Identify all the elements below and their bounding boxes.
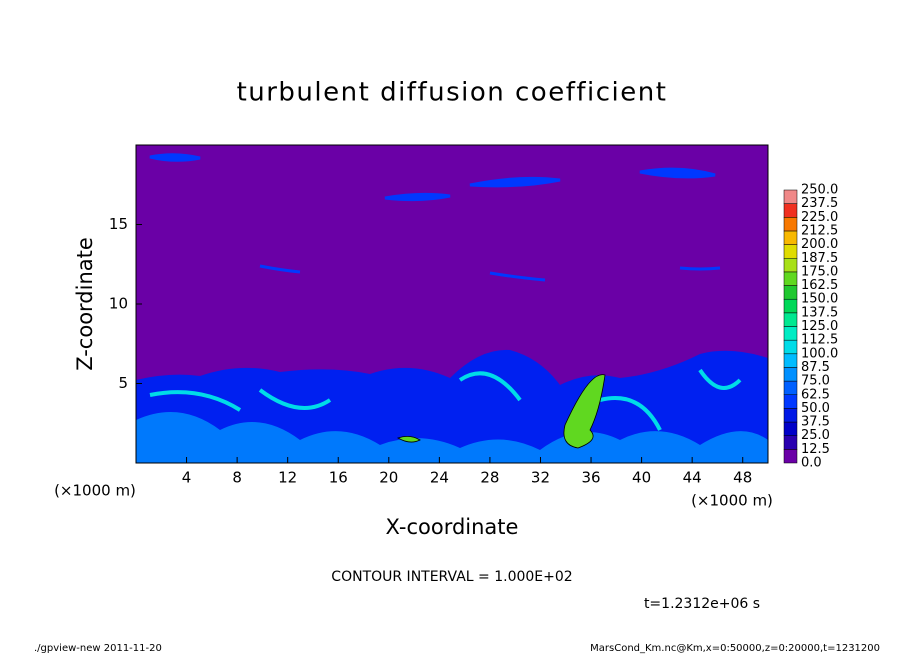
colorbar-band <box>783 326 798 341</box>
colorbar-label: 212.5 <box>801 223 838 238</box>
colorbar-label: 12.5 <box>801 442 830 457</box>
colorbar-label: 37.5 <box>801 415 830 430</box>
colorbar-band <box>783 203 798 218</box>
colorbar-band <box>783 408 798 423</box>
x-axis-label: X-coordinate <box>386 515 519 539</box>
colorbar-label: 162.5 <box>801 278 838 293</box>
field-shape <box>563 374 606 449</box>
colorbar-band <box>783 217 798 232</box>
colorbar-label: 87.5 <box>801 360 830 375</box>
colorbar-label: 125.0 <box>801 319 838 334</box>
colorbar-band <box>783 394 798 409</box>
field-shape <box>136 349 768 463</box>
footer-left: ./gpview-new 2011-11-20 <box>34 643 162 654</box>
field-shape <box>136 412 768 463</box>
colorbar-band <box>783 421 798 436</box>
x-tick-label: 24 <box>430 469 449 487</box>
colorbar-band <box>783 367 798 382</box>
y-unit: (×1000 m) <box>691 492 773 510</box>
colorbar-band <box>783 380 798 396</box>
x-tick-label: 40 <box>632 469 651 487</box>
colorbar-label: 225.0 <box>801 210 838 225</box>
x-tick-label: 4 <box>182 469 192 487</box>
field <box>136 145 768 463</box>
colorbar-band <box>783 353 798 368</box>
colorbar-band <box>783 312 798 327</box>
colorbar-label: 200.0 <box>801 237 838 252</box>
colorbar-band <box>783 189 798 204</box>
colorbar-label: 175.0 <box>801 264 838 279</box>
y-axis-label: Z-coordinate <box>73 237 97 371</box>
colorbar-band <box>783 339 798 355</box>
x-tick-label: 36 <box>581 469 600 487</box>
contour-interval: CONTOUR INTERVAL = 1.000E+02 <box>331 569 572 585</box>
colorbar-band <box>783 449 798 464</box>
colorbar-band <box>783 258 798 273</box>
colorbar-band <box>783 298 798 314</box>
footer-right: MarsCond_Km.nc@Km,x=0:50000,z=0:20000,t=… <box>590 643 880 654</box>
colorbar-band <box>783 285 798 300</box>
chart-title: turbulent diffusion coefficient <box>237 78 668 108</box>
colorbar-label: 100.0 <box>801 346 838 361</box>
x-tick-label: 32 <box>531 469 550 487</box>
time-label: t=1.2312e+06 s <box>644 596 760 612</box>
x-tick-label: 16 <box>329 469 348 487</box>
colorbar-label: 0.0 <box>801 456 822 471</box>
x-tick-label: 28 <box>480 469 499 487</box>
field-shape <box>149 153 721 282</box>
colorbar-label: 150.0 <box>801 292 838 307</box>
x-tick-label: 48 <box>733 469 752 487</box>
x-tick-label: 8 <box>232 469 242 487</box>
colorbar-band <box>783 271 798 286</box>
field-shape <box>397 436 421 443</box>
colorbar-label: 137.5 <box>801 305 838 320</box>
x-tick-label: 20 <box>379 469 398 487</box>
y-tick-label: 15 <box>109 215 128 233</box>
x-tick-label: 44 <box>683 469 702 487</box>
colorbar-band <box>783 244 798 259</box>
colorbar-band <box>783 435 798 450</box>
y-tick-label: 10 <box>109 295 128 313</box>
colorbar-label: 237.5 <box>801 196 838 211</box>
y-tick-label: 5 <box>118 374 128 392</box>
colorbar-label: 50.0 <box>801 401 830 416</box>
colorbar-label: 112.5 <box>801 333 838 348</box>
colorbar-label: 250.0 <box>801 183 838 198</box>
x-tick-label: 12 <box>278 469 297 487</box>
field-shape <box>149 368 742 431</box>
colorbar-label: 187.5 <box>801 251 838 266</box>
colorbar-label: 25.0 <box>801 428 830 443</box>
colorbar-label: 62.5 <box>801 387 830 402</box>
x-unit: (×1000 m) <box>54 482 136 500</box>
colorbar-label: 75.0 <box>801 374 830 389</box>
colorbar-band <box>783 230 798 245</box>
